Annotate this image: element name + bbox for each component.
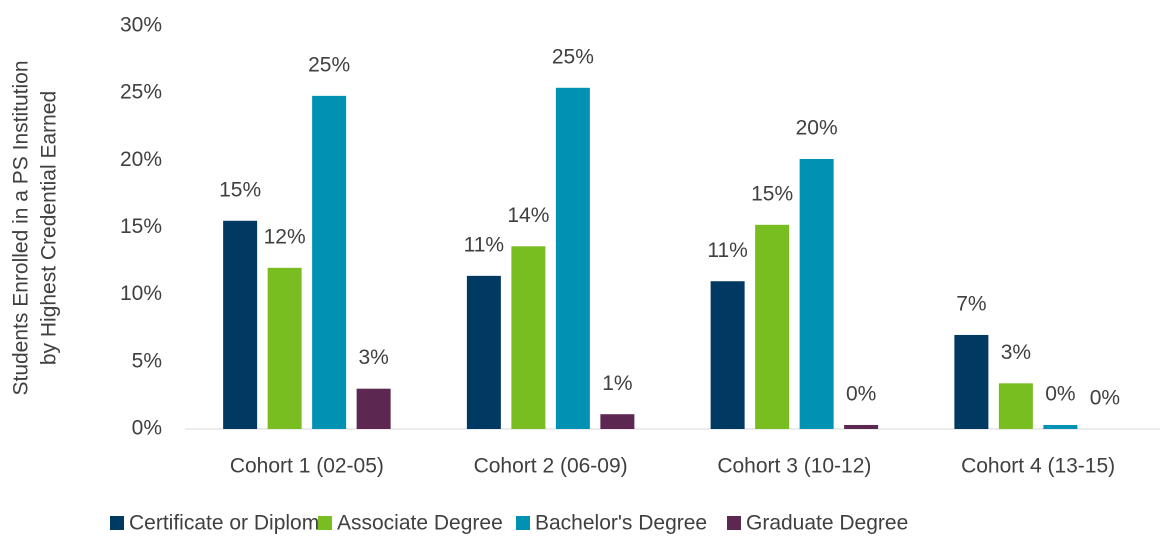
data-label: 1% <box>602 372 632 395</box>
legend-label: Certificate or Diploma <box>129 512 331 535</box>
y-axis-label: by Highest Credential Earned <box>38 91 61 365</box>
legend-label: Associate Degree <box>337 512 503 535</box>
data-label: 15% <box>219 178 261 201</box>
y-tick-label: 20% <box>120 148 162 171</box>
legend-swatch <box>727 516 741 530</box>
data-label: 11% <box>464 233 504 256</box>
x-tick-label: Cohort 3 (10-12) <box>717 455 871 478</box>
bar <box>954 334 989 429</box>
legend-swatch <box>110 516 124 530</box>
y-tick-label: 5% <box>132 349 162 372</box>
data-label: 25% <box>308 53 350 76</box>
y-tick-label: 15% <box>120 215 162 238</box>
legend-swatch <box>516 516 530 530</box>
data-label: 20% <box>796 117 838 140</box>
bar <box>600 414 635 429</box>
bar <box>267 267 302 429</box>
data-label: 3% <box>1001 341 1031 364</box>
data-label: 7% <box>956 293 986 316</box>
bar <box>356 388 391 429</box>
bar <box>998 383 1033 429</box>
x-tick-label: Cohort 1 (02-05) <box>230 455 384 478</box>
bar <box>466 275 501 429</box>
bar <box>1043 424 1078 429</box>
data-label: 0% <box>1045 383 1075 406</box>
y-tick-label: 25% <box>120 81 162 104</box>
legend-swatch <box>318 516 332 530</box>
bar <box>223 220 258 429</box>
y-axis-label: Students Enrolled in a PS Institution <box>10 60 33 395</box>
bar <box>312 95 347 429</box>
bar <box>799 158 834 430</box>
data-label: 25% <box>552 45 594 68</box>
data-label: 0% <box>846 383 876 406</box>
x-tick-label: Cohort 2 (06-09) <box>474 455 628 478</box>
bar <box>511 246 546 429</box>
bar <box>844 424 879 429</box>
data-label: 0% <box>1090 387 1120 410</box>
legend-label: Graduate Degree <box>746 512 908 535</box>
data-label: 11% <box>707 239 747 262</box>
legend-label: Bachelor's Degree <box>535 512 707 535</box>
data-label: 15% <box>751 182 793 205</box>
x-tick-label: Cohort 4 (13-15) <box>961 455 1115 478</box>
bar <box>755 224 790 429</box>
y-tick-label: 10% <box>120 282 162 305</box>
bar <box>555 87 590 429</box>
data-label: 3% <box>358 346 388 369</box>
bar <box>710 281 745 429</box>
data-label: 12% <box>264 225 306 248</box>
y-tick-label: 0% <box>132 417 162 440</box>
y-tick-label: 30% <box>120 14 162 37</box>
data-label: 14% <box>507 204 549 227</box>
